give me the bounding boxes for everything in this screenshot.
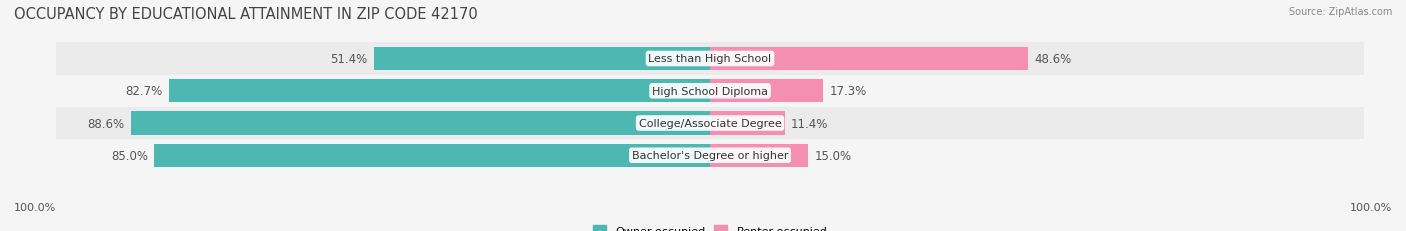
Bar xyxy=(710,48,1028,71)
Text: 100.0%: 100.0% xyxy=(1350,203,1392,213)
Text: 82.7%: 82.7% xyxy=(125,85,163,98)
Text: 11.4%: 11.4% xyxy=(792,117,828,130)
Text: 51.4%: 51.4% xyxy=(330,53,367,66)
Bar xyxy=(374,48,710,71)
Text: 15.0%: 15.0% xyxy=(814,149,852,162)
Bar xyxy=(56,75,1364,107)
Text: 88.6%: 88.6% xyxy=(87,117,124,130)
Text: High School Diploma: High School Diploma xyxy=(652,86,768,96)
Bar xyxy=(710,80,823,103)
Text: 17.3%: 17.3% xyxy=(830,85,868,98)
Bar xyxy=(710,112,785,135)
Legend: Owner-occupied, Renter-occupied: Owner-occupied, Renter-occupied xyxy=(588,221,832,231)
Bar xyxy=(155,144,710,167)
Text: 85.0%: 85.0% xyxy=(111,149,148,162)
Bar xyxy=(56,140,1364,172)
Text: 100.0%: 100.0% xyxy=(14,203,56,213)
Text: Bachelor's Degree or higher: Bachelor's Degree or higher xyxy=(631,151,789,161)
Bar xyxy=(169,80,710,103)
Bar xyxy=(56,43,1364,75)
Text: OCCUPANCY BY EDUCATIONAL ATTAINMENT IN ZIP CODE 42170: OCCUPANCY BY EDUCATIONAL ATTAINMENT IN Z… xyxy=(14,7,478,22)
Text: Source: ZipAtlas.com: Source: ZipAtlas.com xyxy=(1288,7,1392,17)
Text: 48.6%: 48.6% xyxy=(1035,53,1071,66)
Bar xyxy=(710,144,808,167)
Text: Less than High School: Less than High School xyxy=(648,54,772,64)
Text: College/Associate Degree: College/Associate Degree xyxy=(638,119,782,128)
Bar xyxy=(56,107,1364,140)
Bar xyxy=(131,112,710,135)
